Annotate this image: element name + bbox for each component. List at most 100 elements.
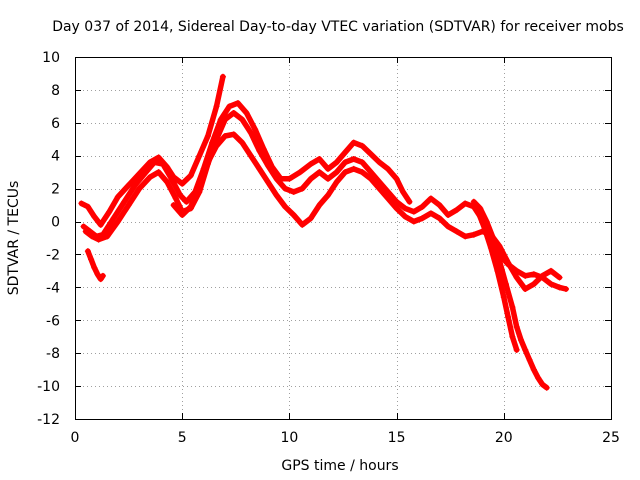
data-point: [110, 215, 117, 222]
data-point: [142, 169, 149, 176]
data-point: [522, 286, 529, 293]
data-point: [350, 165, 357, 172]
data-point: [522, 346, 529, 353]
y-tick-label: -4: [46, 280, 60, 296]
data-point: [183, 198, 190, 205]
data-point: [342, 169, 349, 176]
data-point: [97, 221, 104, 228]
data-point: [260, 146, 267, 153]
data-point: [273, 175, 280, 182]
data-point: [256, 165, 263, 172]
data-point: [151, 159, 158, 166]
data-point: [556, 284, 563, 291]
data-point: [213, 142, 220, 149]
data-point: [177, 192, 184, 199]
data-point: [500, 294, 507, 301]
x-tick-label: 15: [388, 430, 406, 446]
data-point: [376, 159, 383, 166]
data-point: [539, 381, 546, 388]
data-point: [453, 207, 460, 214]
data-point: [297, 169, 304, 176]
data-point: [264, 179, 271, 186]
data-point: [385, 195, 392, 202]
data-point: [307, 215, 314, 222]
data-point: [419, 203, 426, 210]
data-point: [342, 149, 349, 156]
data-point: [125, 202, 132, 209]
data-point: [427, 210, 434, 217]
data-point: [84, 203, 91, 210]
data-point: [121, 198, 128, 205]
data-point: [526, 356, 533, 363]
y-tick-label: -12: [37, 412, 60, 428]
markers-track-5: [470, 198, 550, 391]
data-point: [106, 208, 113, 215]
data-point: [155, 169, 162, 176]
data-point: [436, 202, 443, 209]
data-point: [99, 272, 106, 279]
data-point: [243, 109, 250, 116]
data-point: [505, 259, 512, 266]
data-point: [359, 159, 366, 166]
data-point: [290, 188, 297, 195]
data-point: [89, 233, 96, 240]
data-point: [196, 152, 203, 159]
y-tick-label: -10: [37, 379, 60, 395]
x-tick-label: 0: [71, 430, 80, 446]
data-point: [342, 159, 349, 166]
data-point: [522, 272, 529, 279]
data-point: [222, 116, 229, 123]
data-point: [213, 103, 220, 110]
data-point: [187, 203, 194, 210]
data-point: [427, 195, 434, 202]
data-point: [307, 175, 314, 182]
plot-frame: [75, 57, 612, 420]
data-point: [505, 313, 512, 320]
y-tick-label: 8: [51, 83, 60, 99]
data-point: [333, 169, 340, 176]
data-point: [88, 256, 95, 263]
data-point: [410, 218, 417, 225]
data-point: [187, 172, 194, 179]
data-point: [402, 205, 409, 212]
data-point: [462, 200, 469, 207]
y-tick-labels: -12 -10 -8 -6 -4 -2 0 2 4 6 8 10: [37, 50, 60, 428]
x-axis-label: GPS time / hours: [281, 458, 398, 474]
data-point: [496, 258, 503, 265]
y-tick-label: -6: [46, 313, 60, 329]
data-point: [324, 165, 331, 172]
data-point: [299, 185, 306, 192]
data-point: [367, 175, 374, 182]
data-point: [222, 132, 229, 139]
x-tick-labels: 0 5 10 15 20 25: [71, 430, 620, 446]
data-point: [230, 109, 237, 116]
data-point: [376, 179, 383, 186]
data-point: [530, 366, 537, 373]
x-tick-label: 10: [280, 430, 298, 446]
data-point: [164, 179, 171, 186]
series-track-6: [475, 208, 520, 353]
data-point: [136, 185, 143, 192]
data-point: [213, 136, 220, 143]
data-point: [252, 126, 259, 133]
y-tick-label: -8: [46, 346, 60, 362]
data-point: [562, 286, 569, 293]
data-point: [517, 337, 524, 344]
data-point: [239, 116, 246, 123]
data-point: [316, 169, 323, 176]
data-point: [547, 281, 554, 288]
data-point: [82, 228, 89, 235]
data-point: [359, 142, 366, 149]
data-point: [78, 200, 85, 207]
data-point: [445, 223, 452, 230]
x-tick-label: 25: [602, 430, 620, 446]
y-tick-label: -2: [46, 247, 60, 263]
data-point: [406, 198, 413, 205]
data-point: [324, 175, 331, 182]
data-point: [91, 264, 98, 271]
data-point: [204, 159, 211, 166]
y-tick-label: 0: [51, 215, 60, 231]
data-point: [535, 374, 542, 381]
data-point: [502, 281, 509, 288]
data-point: [367, 151, 374, 158]
